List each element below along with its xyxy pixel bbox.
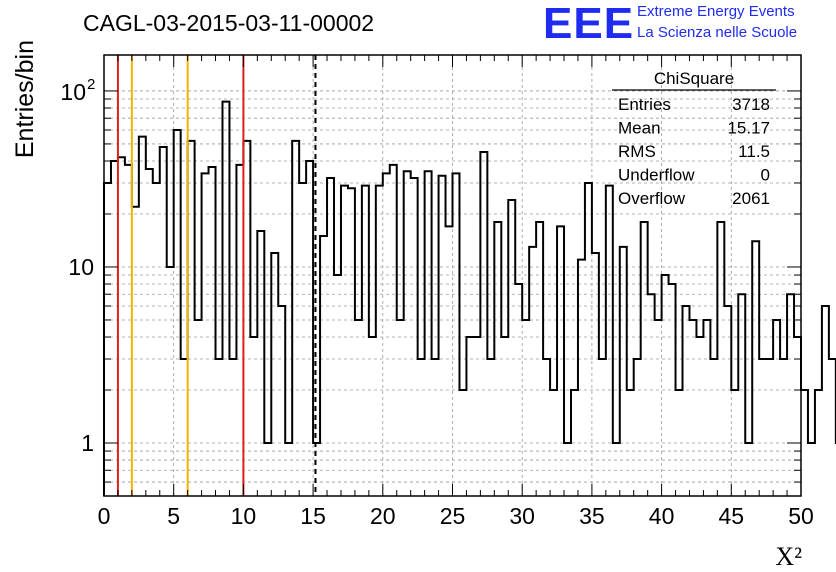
chart-title: CAGL-03-2015-03-11-00002 bbox=[83, 10, 375, 36]
logo-tagline-1: Extreme Energy Events bbox=[637, 3, 795, 20]
histogram-steps bbox=[103, 100, 836, 496]
stats-value: 11.5 bbox=[738, 142, 770, 161]
stats-label: RMS bbox=[618, 142, 656, 161]
y-tick-label: 1 bbox=[81, 430, 94, 456]
x-tick-label: 15 bbox=[300, 503, 326, 529]
x-tick-label: 10 bbox=[231, 503, 257, 529]
stats-label: Underflow bbox=[618, 166, 695, 185]
stats-value: 15.17 bbox=[727, 119, 770, 138]
logo-tagline-2: La Scienza nelle Scuole bbox=[637, 24, 798, 41]
y-tick-label: 10 bbox=[60, 79, 86, 105]
x-tick-label: 40 bbox=[649, 503, 675, 529]
histogram-outline bbox=[103, 100, 836, 496]
y-tick-label: 10 bbox=[68, 254, 94, 280]
x-tick-label: 5 bbox=[167, 503, 180, 529]
stats-title: ChiSquare bbox=[654, 69, 734, 88]
x-tick-label: 0 bbox=[98, 503, 111, 529]
stats-box: ChiSquare Entries 3718 Mean 15.17 RMS 11.5 Und… bbox=[612, 69, 776, 208]
reference-lines bbox=[116, 55, 317, 496]
grid-lines bbox=[104, 55, 801, 496]
stats-label: Entries bbox=[618, 95, 671, 114]
stats-value: 2061 bbox=[732, 189, 770, 208]
eee-logo: EEE bbox=[543, 0, 635, 48]
x-tick-label: 50 bbox=[788, 503, 814, 529]
y-tick-label-exponent: 2 bbox=[87, 76, 95, 93]
stats-label: Overflow bbox=[618, 189, 686, 208]
stats-value: 0 bbox=[761, 166, 770, 185]
x-axis-label: X² bbox=[775, 542, 802, 571]
stats-value: 3718 bbox=[732, 95, 770, 114]
x-tick-label: 20 bbox=[370, 503, 396, 529]
x-tick-label: 25 bbox=[440, 503, 466, 529]
x-tick-label: 45 bbox=[719, 503, 745, 529]
y-axis-label: Entries/bin bbox=[11, 40, 39, 158]
x-tick-label: 30 bbox=[509, 503, 535, 529]
x-tick-label: 35 bbox=[579, 503, 605, 529]
stats-label: Mean bbox=[618, 119, 661, 138]
